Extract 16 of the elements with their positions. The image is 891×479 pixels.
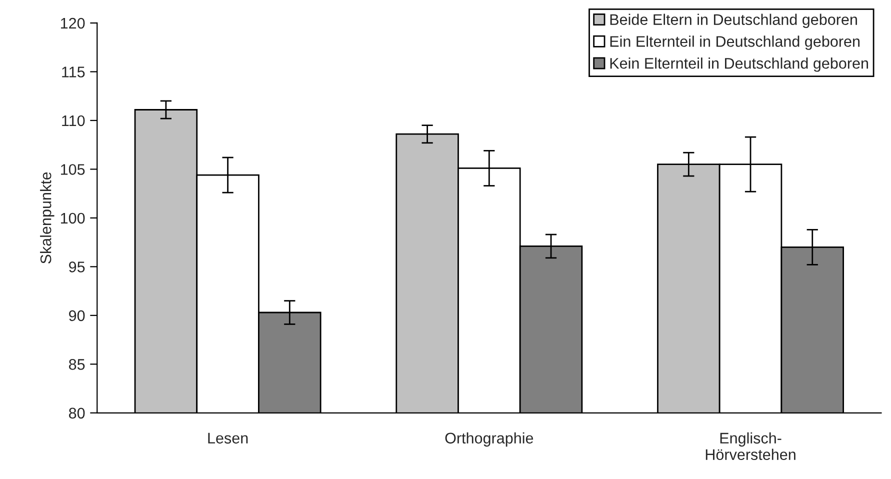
y-tick-label: 100	[60, 212, 85, 224]
legend-label: Ein Elternteil in Deutschland geboren	[610, 36, 860, 50]
y-axis-title: Skalenpunkte	[40, 172, 54, 264]
y-tick-label: 80	[68, 408, 85, 419]
y-tick-label: 95	[69, 262, 85, 272]
legend-label: Kein Elternteil in Deutschland geboren	[610, 58, 868, 72]
x-tick-label: Orthographie	[445, 432, 534, 447]
y-tick-label: 85	[68, 359, 85, 370]
y-tick-label: 105	[60, 164, 85, 175]
x-tick-label: Englisch- Hörverstehen	[706, 432, 796, 460]
y-tick-label: 115	[62, 66, 85, 78]
x-tick-label: Lesen	[208, 432, 248, 444]
legend-label: Beide Eltern in Deutschland geboren	[610, 14, 857, 28]
y-tick-label: 110	[62, 115, 85, 126]
y-tick-label: 90	[69, 310, 85, 322]
y-tick-label: 120	[60, 18, 85, 29]
